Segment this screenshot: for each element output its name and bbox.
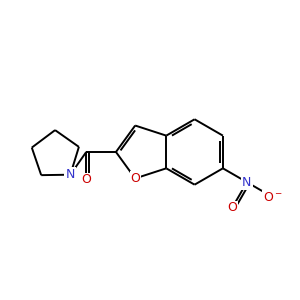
Text: O: O (81, 173, 91, 186)
Text: O: O (130, 172, 140, 185)
Text: O: O (227, 201, 237, 214)
Text: N: N (242, 176, 252, 189)
Text: O$^-$: O$^-$ (262, 190, 283, 204)
Text: N: N (66, 168, 75, 181)
